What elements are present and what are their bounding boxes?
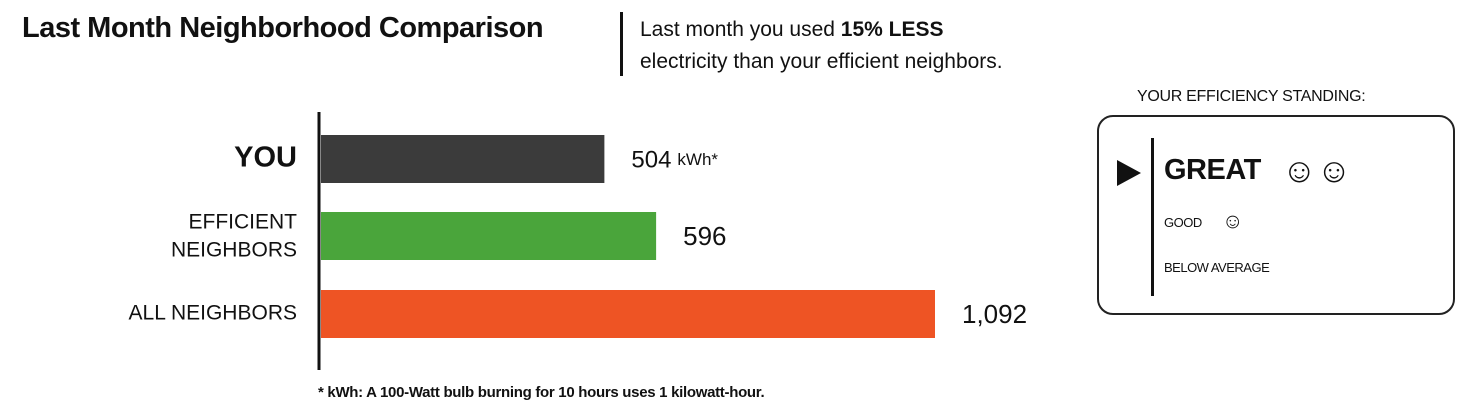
bar-2 (321, 290, 935, 338)
bar-1 (321, 212, 657, 260)
bar-chart: YOU 504 kWh* EFFICIENT NEIGHBORS 596 ALL NEIGH… (129, 112, 1027, 370)
unit-label: kWh* (677, 150, 718, 169)
comparison-summary: Last month you used 15% LESS electricity… (640, 14, 1003, 78)
summary-text-line2: electricity than your efficient neighbor… (640, 50, 1003, 73)
summary-highlight: 15% LESS (840, 18, 944, 41)
category-label: EFFICIENT (189, 211, 298, 234)
category-label: ALL NEIGHBORS (129, 302, 297, 325)
bar-0 (321, 135, 605, 183)
chart-title: Last Month Neighborhood Comparison (22, 12, 544, 44)
value-label: 596 (683, 221, 726, 251)
summary-text: Last month you used (640, 18, 841, 41)
standing-title: YOUR EFFICIENCY STANDING: (1137, 88, 1366, 105)
value-label: 504 kWh* (631, 146, 718, 173)
level-great-label: GREAT (1164, 154, 1261, 186)
current-level-arrow-icon (1117, 160, 1141, 186)
category-label: YOU (234, 142, 297, 174)
value-label: 1,092 (962, 299, 1027, 329)
level-below-average-label: BELOW AVERAGE (1164, 260, 1270, 275)
efficiency-standing-box (1097, 115, 1455, 315)
standing-divider (1151, 138, 1154, 296)
footnote: * kWh: A 100-Watt bulb burning for 10 ho… (318, 384, 765, 401)
level-good-label: GOOD (1164, 215, 1202, 230)
category-label: NEIGHBORS (171, 239, 297, 262)
smiley-icon-double: ☺☺ (1282, 152, 1352, 190)
smiley-icon: ☺ (1222, 210, 1244, 233)
header-divider (620, 12, 623, 76)
